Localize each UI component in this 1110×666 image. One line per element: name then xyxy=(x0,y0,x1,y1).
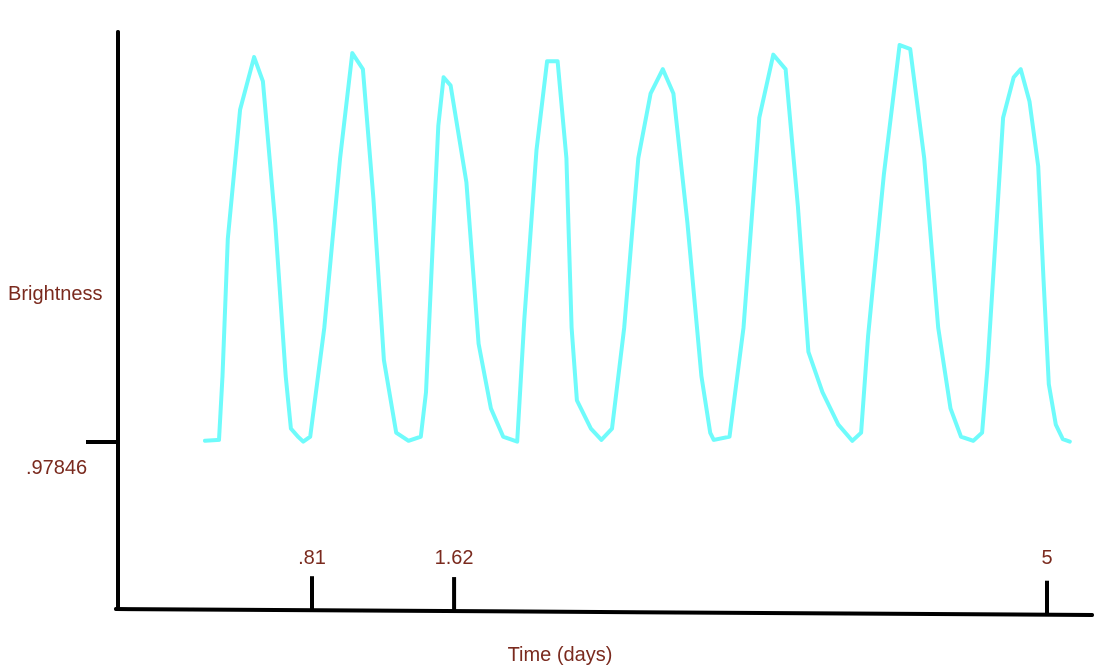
x-tick-label: 5 xyxy=(1041,547,1052,569)
y-tick-label: .97846 xyxy=(26,457,87,479)
x-axis-label: Time (days) xyxy=(508,644,613,666)
x-ticks: .81 1.62 5 xyxy=(298,547,1053,615)
y-ticks: .97846 xyxy=(26,440,118,479)
x-axis xyxy=(114,607,1094,617)
x-tick-label: .81 xyxy=(298,547,326,569)
x-tick-label: 1.62 xyxy=(435,547,474,569)
y-axis-label: Brightness xyxy=(8,283,103,305)
brightness-series-line xyxy=(203,43,1072,444)
